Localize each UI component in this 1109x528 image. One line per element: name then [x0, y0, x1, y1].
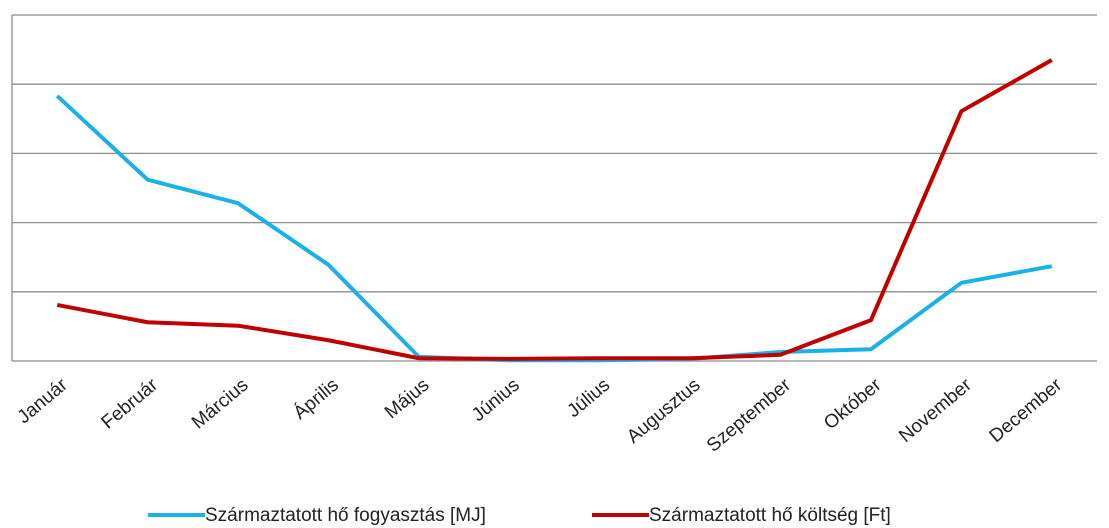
x-tick-label: November: [895, 374, 976, 447]
x-tick-label: December: [986, 374, 1067, 447]
x-tick-label: Április: [290, 375, 343, 424]
x-tick-label: Január: [14, 374, 73, 428]
x-tick-label: Szeptember: [703, 374, 795, 456]
data-line: [56, 58, 1053, 361]
x-tick-label: Május: [381, 375, 433, 424]
legend-label: Származtatott hő költség [Ft]: [649, 505, 891, 526]
legend-label: Származtatott hő fogyasztás [MJ]: [205, 505, 486, 526]
data-line: [55, 94, 1053, 363]
x-tick-label: Október: [820, 374, 886, 434]
x-tick-label: Június: [468, 375, 524, 426]
x-tick-label: Augusztus: [623, 375, 704, 448]
x-tick-label: Március: [188, 375, 252, 434]
x-tick-label: Július: [563, 375, 614, 422]
x-tick-label: Február: [98, 374, 163, 433]
